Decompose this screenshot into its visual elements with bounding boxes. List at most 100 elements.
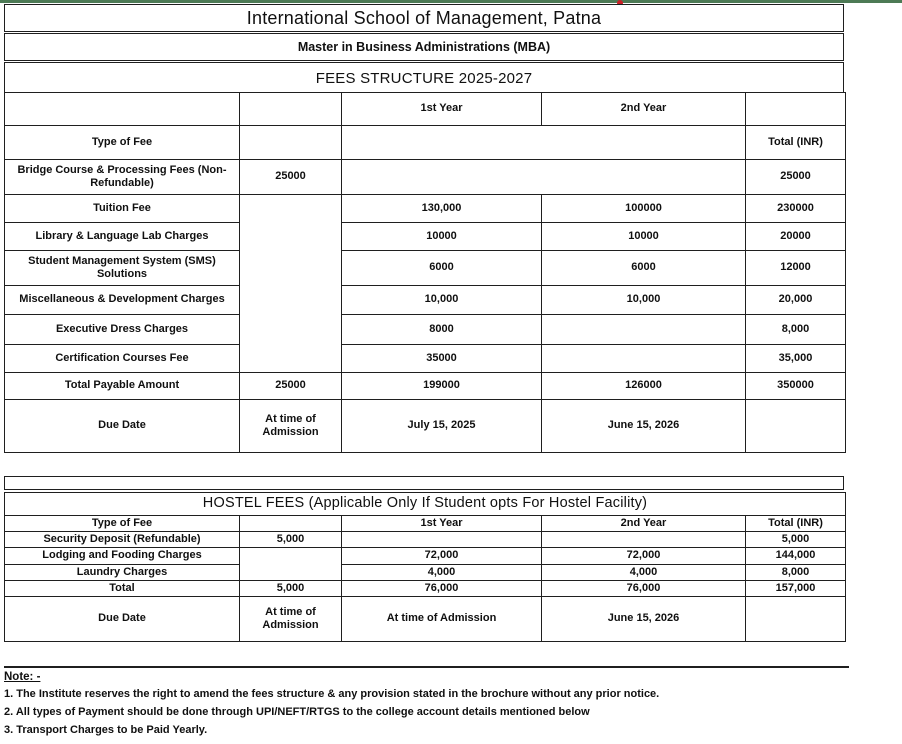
certification-total: 35,000 bbox=[745, 344, 846, 373]
empty-merged-cell bbox=[239, 194, 342, 373]
notes-divider bbox=[4, 666, 849, 668]
certification-label: Certification Courses Fee bbox=[4, 344, 240, 373]
hostel-total-admission: 5,000 bbox=[239, 579, 342, 597]
row-total-payable: Total Payable Amount 25000 199000 126000… bbox=[4, 372, 846, 400]
bridge-course-total: 25000 bbox=[745, 159, 846, 195]
lodging-y2: 72,000 bbox=[541, 547, 746, 565]
empty-cell bbox=[745, 595, 846, 642]
empty-cell bbox=[341, 531, 542, 549]
hostel-total-y1: 76,000 bbox=[341, 579, 542, 597]
lodging-total: 144,000 bbox=[745, 547, 846, 565]
row-lodging-fooding: Lodging and Fooding Charges 72,000 72,00… bbox=[4, 547, 846, 581]
laundry-y2: 4,000 bbox=[541, 563, 746, 581]
total-payable-total: 350000 bbox=[745, 372, 846, 400]
row-tuition-fee: Tuition Fee 130,000 100000 230000 bbox=[4, 194, 846, 373]
tuition-fee-y1: 130,000 bbox=[341, 194, 542, 223]
empty-cell bbox=[341, 159, 746, 195]
total-payable-y2: 126000 bbox=[541, 372, 746, 400]
col-header-year1: 1st Year bbox=[341, 92, 542, 126]
due-date-admission: At time of Admission bbox=[239, 399, 342, 453]
row-hostel-total: Total 5,000 76,000 76,000 157,000 bbox=[4, 579, 846, 597]
library-charges-total: 20000 bbox=[745, 222, 846, 251]
hostel-title-row: HOSTEL FEES (Applicable Only If Student … bbox=[4, 492, 846, 516]
row-laundry-charges: Laundry Charges 4,000 4,000 8,000 bbox=[4, 563, 846, 581]
col-header-type-of-fee: Type of Fee bbox=[4, 125, 240, 160]
empty-cell bbox=[745, 399, 846, 453]
top-accent-bar bbox=[0, 0, 902, 3]
empty-merged-cell bbox=[239, 547, 342, 581]
hostel-due-admission: At time of Admission bbox=[239, 595, 342, 642]
sms-solutions-total: 12000 bbox=[745, 250, 846, 286]
note-item-2: 2. All types of Payment should be done t… bbox=[4, 705, 590, 718]
empty-cell bbox=[239, 514, 342, 533]
due-date-y1: July 15, 2025 bbox=[341, 399, 542, 453]
empty-cell bbox=[4, 92, 240, 126]
miscellaneous-y2: 10,000 bbox=[541, 285, 746, 315]
total-payable-y1: 199000 bbox=[341, 372, 542, 400]
hostel-header-row: Type of Fee 1st Year 2nd Year Total (INR… bbox=[4, 514, 846, 533]
security-deposit-total: 5,000 bbox=[745, 531, 846, 549]
notes-section: Note: - 1. The Institute reserves the ri… bbox=[4, 666, 849, 738]
empty-cell bbox=[541, 314, 746, 345]
library-charges-y2: 10000 bbox=[541, 222, 746, 251]
hostel-due-y1: At time of Admission bbox=[341, 595, 542, 642]
hostel-total-label: Total bbox=[4, 579, 240, 597]
empty-cell bbox=[239, 92, 342, 126]
laundry-y1: 4,000 bbox=[341, 563, 542, 581]
executive-dress-label: Executive Dress Charges bbox=[4, 314, 240, 345]
fees-header-row-years: 1st Year 2nd Year bbox=[4, 92, 846, 126]
empty-cell bbox=[541, 344, 746, 373]
due-date-y2: June 15, 2026 bbox=[541, 399, 746, 453]
hostel-fees-table: HOSTEL FEES (Applicable Only If Student … bbox=[4, 492, 846, 642]
col-header-total-inr: Total (INR) bbox=[745, 125, 846, 160]
row-miscellaneous-charges: Miscellaneous & Development Charges 10,0… bbox=[4, 285, 846, 315]
hostel-fees-heading: HOSTEL FEES (Applicable Only If Student … bbox=[4, 492, 846, 516]
sms-solutions-y2: 6000 bbox=[541, 250, 746, 286]
hostel-col-year2: 2nd Year bbox=[541, 514, 746, 533]
empty-cell bbox=[341, 125, 746, 160]
spacer-row bbox=[4, 476, 844, 490]
empty-cell bbox=[239, 125, 342, 160]
total-payable-admission: 25000 bbox=[239, 372, 342, 400]
lodging-label: Lodging and Fooding Charges bbox=[4, 547, 240, 565]
miscellaneous-label: Miscellaneous & Development Charges bbox=[4, 285, 240, 315]
row-due-date: Due Date At time of Admission July 15, 2… bbox=[4, 399, 846, 453]
fees-table: 1st Year 2nd Year Type of Fee Total (INR… bbox=[4, 92, 846, 453]
tuition-fee-total: 230000 bbox=[745, 194, 846, 223]
hostel-due-y2: June 15, 2026 bbox=[541, 595, 746, 642]
security-deposit-label: Security Deposit (Refundable) bbox=[4, 531, 240, 549]
executive-dress-y1: 8000 bbox=[341, 314, 542, 345]
tuition-fee-label: Tuition Fee bbox=[4, 194, 240, 223]
laundry-total: 8,000 bbox=[745, 563, 846, 581]
bridge-course-label: Bridge Course & Processing Fees (Non-Ref… bbox=[4, 159, 240, 195]
certification-y1: 35000 bbox=[341, 344, 542, 373]
miscellaneous-total: 20,000 bbox=[745, 285, 846, 315]
hostel-col-year1: 1st Year bbox=[341, 514, 542, 533]
note-item-1: 1. The Institute reserves the right to a… bbox=[4, 687, 660, 700]
hostel-col-total-inr: Total (INR) bbox=[745, 514, 846, 533]
red-dot-marker bbox=[617, 0, 623, 6]
empty-cell bbox=[541, 531, 746, 549]
bridge-course-admission: 25000 bbox=[239, 159, 342, 195]
library-charges-y1: 10000 bbox=[341, 222, 542, 251]
col-header-year2: 2nd Year bbox=[541, 92, 746, 126]
due-date-label: Due Date bbox=[4, 399, 240, 453]
fees-header-row-type: Type of Fee Total (INR) bbox=[4, 125, 846, 160]
library-charges-label: Library & Language Lab Charges bbox=[4, 222, 240, 251]
lodging-y1: 72,000 bbox=[341, 547, 542, 565]
executive-dress-total: 8,000 bbox=[745, 314, 846, 345]
fees-structure-heading: FEES STRUCTURE 2025-2027 bbox=[4, 62, 844, 94]
hostel-col-type-of-fee: Type of Fee bbox=[4, 514, 240, 533]
hostel-due-label: Due Date bbox=[4, 595, 240, 642]
laundry-label: Laundry Charges bbox=[4, 563, 240, 581]
notes-heading: Note: - bbox=[4, 671, 41, 683]
row-hostel-due-date: Due Date At time of Admission At time of… bbox=[4, 595, 846, 642]
sms-solutions-label: Student Management System (SMS) Solution… bbox=[4, 250, 240, 286]
row-security-deposit: Security Deposit (Refundable) 5,000 5,00… bbox=[4, 531, 846, 549]
row-sms-solutions: Student Management System (SMS) Solution… bbox=[4, 250, 846, 286]
row-library-charges: Library & Language Lab Charges 10000 100… bbox=[4, 222, 846, 251]
tuition-fee-y2: 100000 bbox=[541, 194, 746, 223]
row-executive-dress: Executive Dress Charges 8000 8,000 bbox=[4, 314, 846, 345]
row-certification-courses: Certification Courses Fee 35000 35,000 bbox=[4, 344, 846, 373]
page-title: International School of Management, Patn… bbox=[4, 4, 844, 32]
